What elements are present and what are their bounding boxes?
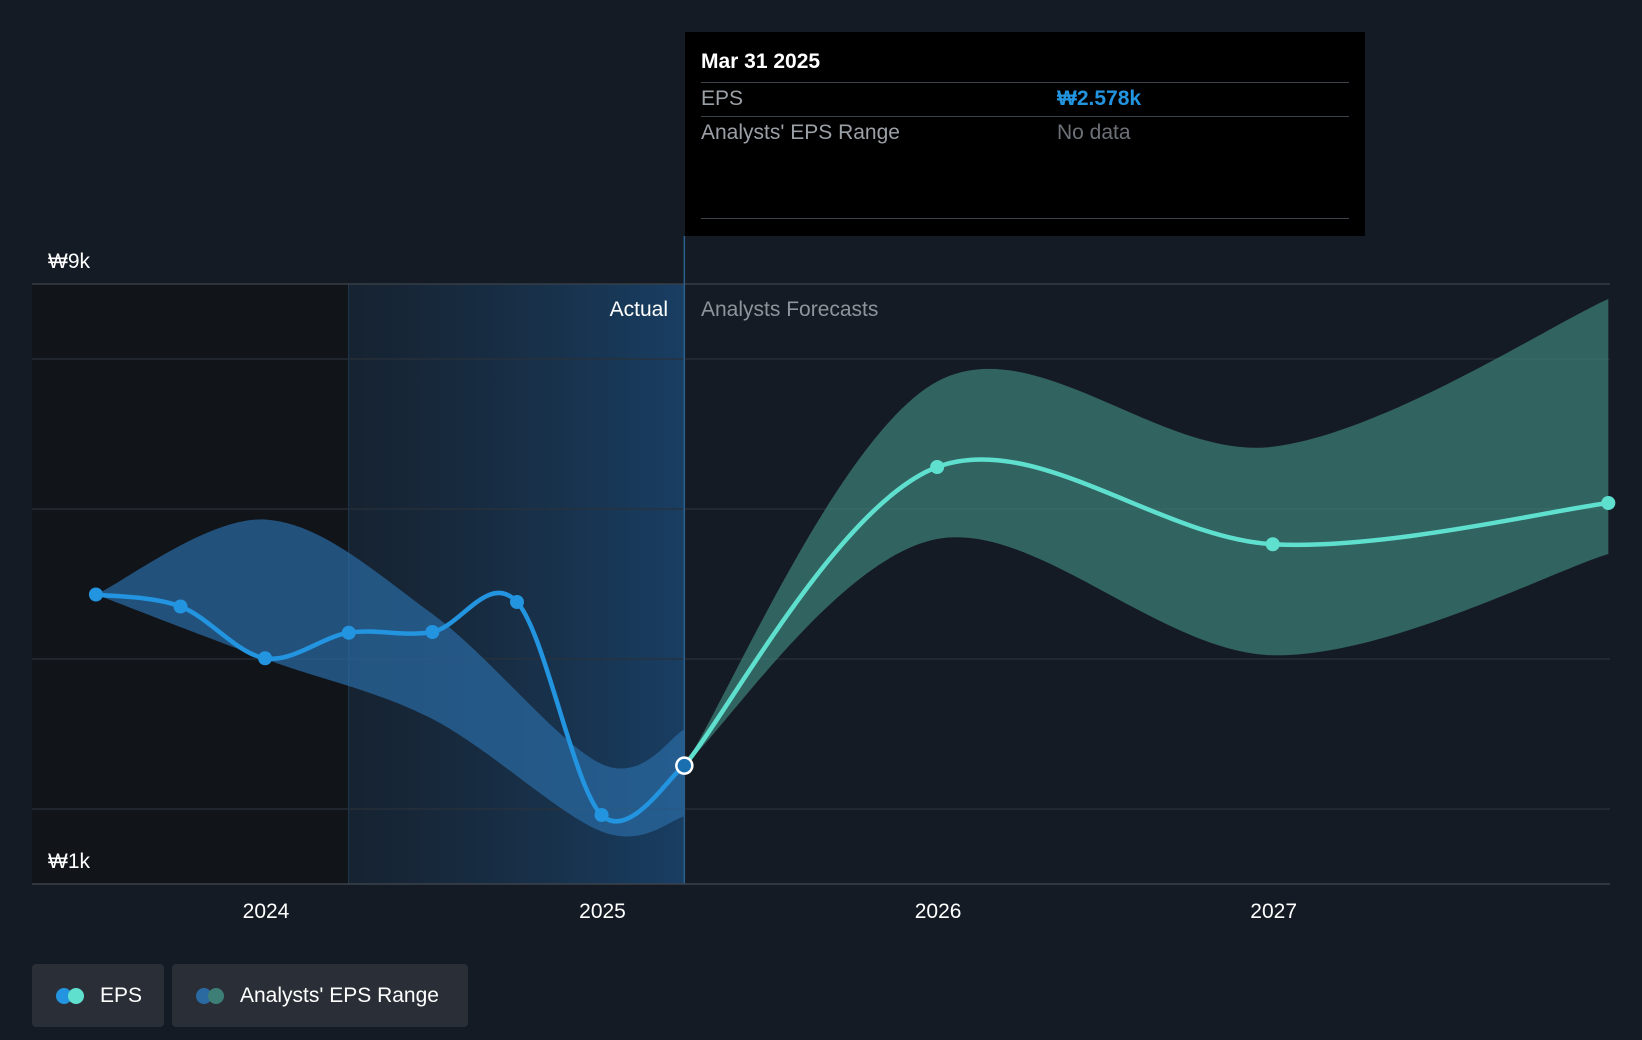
x-tick-label: 2027 <box>1250 900 1297 923</box>
tooltip-divider <box>701 218 1349 219</box>
tooltip-divider <box>701 82 1349 83</box>
y-axis-min-label: ₩1k <box>48 850 91 873</box>
legend-item-eps-range[interactable]: Analysts' EPS Range <box>172 964 468 1027</box>
x-tick-label: 2025 <box>579 900 626 923</box>
legend-range-swatch-icon <box>196 987 228 1005</box>
tooltip-eps-value: ₩2.578k <box>1057 87 1142 110</box>
legend-label: Analysts' EPS Range <box>240 983 439 1007</box>
data-point <box>1265 537 1280 552</box>
legend-eps-swatch-icon <box>56 987 88 1005</box>
tooltip-eps-label: EPS <box>701 87 744 110</box>
legend-item-eps[interactable]: EPS <box>32 964 164 1027</box>
forecast-label: Analysts Forecasts <box>701 298 878 321</box>
data-point <box>509 595 524 609</box>
data-point <box>341 625 356 640</box>
data-point <box>594 808 609 822</box>
eps-points <box>88 460 1616 822</box>
legend-label: EPS <box>100 983 143 1007</box>
tooltip-divider <box>701 116 1349 117</box>
series-line <box>682 457 1611 768</box>
data-point <box>258 651 273 666</box>
x-axis-ticks: 2024 2025 2026 2027 <box>243 900 1297 923</box>
y-axis-max-label: ₩9k <box>48 250 91 273</box>
data-point <box>88 587 103 602</box>
data-point <box>1601 496 1616 510</box>
range-band <box>95 519 685 837</box>
data-point <box>173 599 188 614</box>
hover-tooltip: Mar 31 2025 EPS ₩2.578k Analysts' EPS Ra… <box>685 32 1365 236</box>
data-point <box>425 625 440 639</box>
tooltip-range-value: No data <box>1057 121 1131 144</box>
actual-label: Actual <box>610 298 668 321</box>
data-point <box>930 460 945 474</box>
x-tick-label: 2024 <box>243 900 290 923</box>
x-tick-label: 2026 <box>915 900 962 923</box>
range-bands <box>95 299 1609 837</box>
tooltip-range-label: Analysts' EPS Range <box>701 121 900 144</box>
range-band <box>684 299 1609 766</box>
tooltip-date: Mar 31 2025 <box>701 50 821 73</box>
highlighted-point <box>675 756 694 775</box>
